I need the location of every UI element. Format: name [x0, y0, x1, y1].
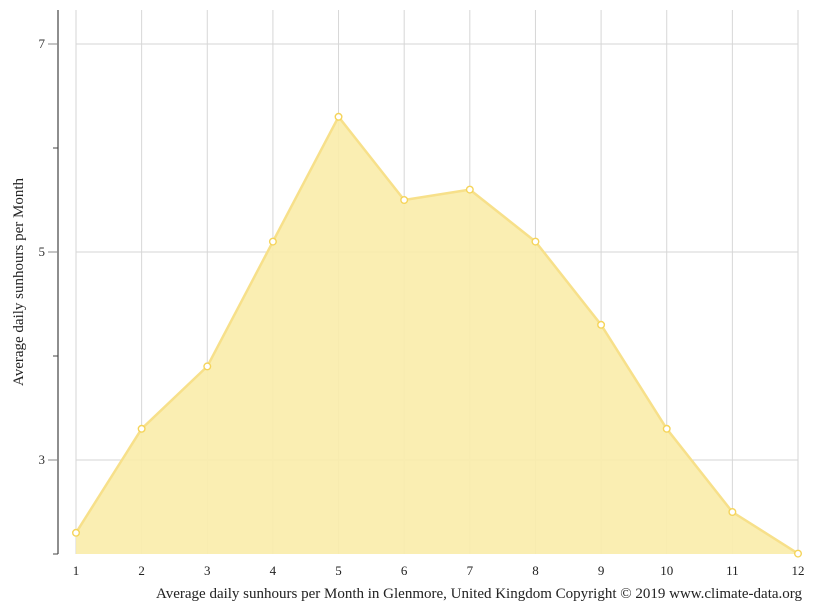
data-point-marker	[597, 320, 606, 329]
data-point-marker	[400, 195, 409, 204]
x-tick-label: 5	[335, 563, 342, 578]
area-fill	[76, 116, 798, 555]
x-tick-label: 11	[726, 563, 739, 578]
data-point-marker	[71, 528, 80, 537]
x-tick-label: 12	[792, 563, 805, 578]
x-tick-label: 3	[204, 563, 211, 578]
y-axis-title: Average daily sunhours per Month	[11, 178, 27, 387]
x-tick-label: 8	[532, 563, 539, 578]
data-point-marker	[137, 424, 146, 433]
area-line	[74, 115, 799, 555]
chart-caption: Average daily sunhours per Month in Glen…	[156, 586, 802, 602]
x-tick-label: 1	[73, 563, 80, 578]
data-point-marker	[728, 508, 737, 517]
x-tick-label: 6	[401, 563, 408, 578]
data-point-marker	[465, 185, 474, 194]
x-tick-label: 2	[138, 563, 145, 578]
y-tick-label: 7	[39, 36, 46, 51]
data-point-marker	[794, 549, 803, 558]
x-axis-labels: 1 2 3 4 5 6 7 8 9 10 11 12	[73, 563, 805, 578]
x-tick-label: 7	[467, 563, 474, 578]
data-area	[74, 115, 799, 555]
data-point-marker	[334, 112, 343, 121]
y-axis: 3 5 7	[39, 10, 59, 555]
data-point-marker	[203, 362, 212, 371]
y-tick-label: 5	[39, 244, 46, 259]
data-point-marker	[662, 424, 671, 433]
data-point-marker	[531, 237, 540, 246]
y-tick-label: 3	[39, 452, 46, 467]
x-tick-label: 9	[598, 563, 605, 578]
x-tick-label: 4	[270, 563, 277, 578]
data-point-marker	[268, 237, 277, 246]
x-tick-label: 10	[660, 563, 673, 578]
data-markers	[71, 112, 803, 558]
